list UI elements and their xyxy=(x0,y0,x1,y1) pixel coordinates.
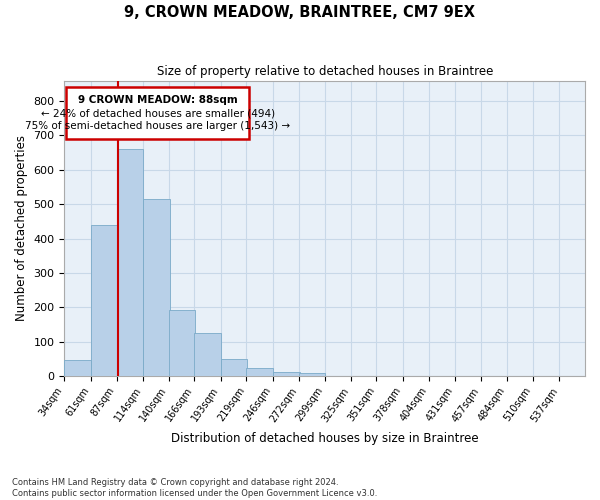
Bar xyxy=(169,310,195,376)
Text: ← 24% of detached houses are smaller (494): ← 24% of detached houses are smaller (49… xyxy=(41,108,275,118)
Bar xyxy=(64,360,91,376)
Text: 9 CROWN MEADOW: 88sqm: 9 CROWN MEADOW: 88sqm xyxy=(78,96,238,106)
Text: 75% of semi-detached houses are larger (1,543) →: 75% of semi-detached houses are larger (… xyxy=(25,121,290,131)
Bar xyxy=(116,149,143,376)
Bar xyxy=(299,374,325,376)
X-axis label: Distribution of detached houses by size in Braintree: Distribution of detached houses by size … xyxy=(171,432,479,445)
Y-axis label: Number of detached properties: Number of detached properties xyxy=(15,135,28,321)
Bar xyxy=(194,333,221,376)
Bar xyxy=(221,360,247,376)
Bar xyxy=(273,372,299,376)
Title: Size of property relative to detached houses in Braintree: Size of property relative to detached ho… xyxy=(157,65,493,78)
Bar xyxy=(91,225,118,376)
Text: Contains HM Land Registry data © Crown copyright and database right 2024.
Contai: Contains HM Land Registry data © Crown c… xyxy=(12,478,377,498)
Bar xyxy=(67,88,250,139)
Bar xyxy=(143,199,170,376)
Bar xyxy=(247,368,273,376)
Text: 9, CROWN MEADOW, BRAINTREE, CM7 9EX: 9, CROWN MEADOW, BRAINTREE, CM7 9EX xyxy=(125,5,476,20)
